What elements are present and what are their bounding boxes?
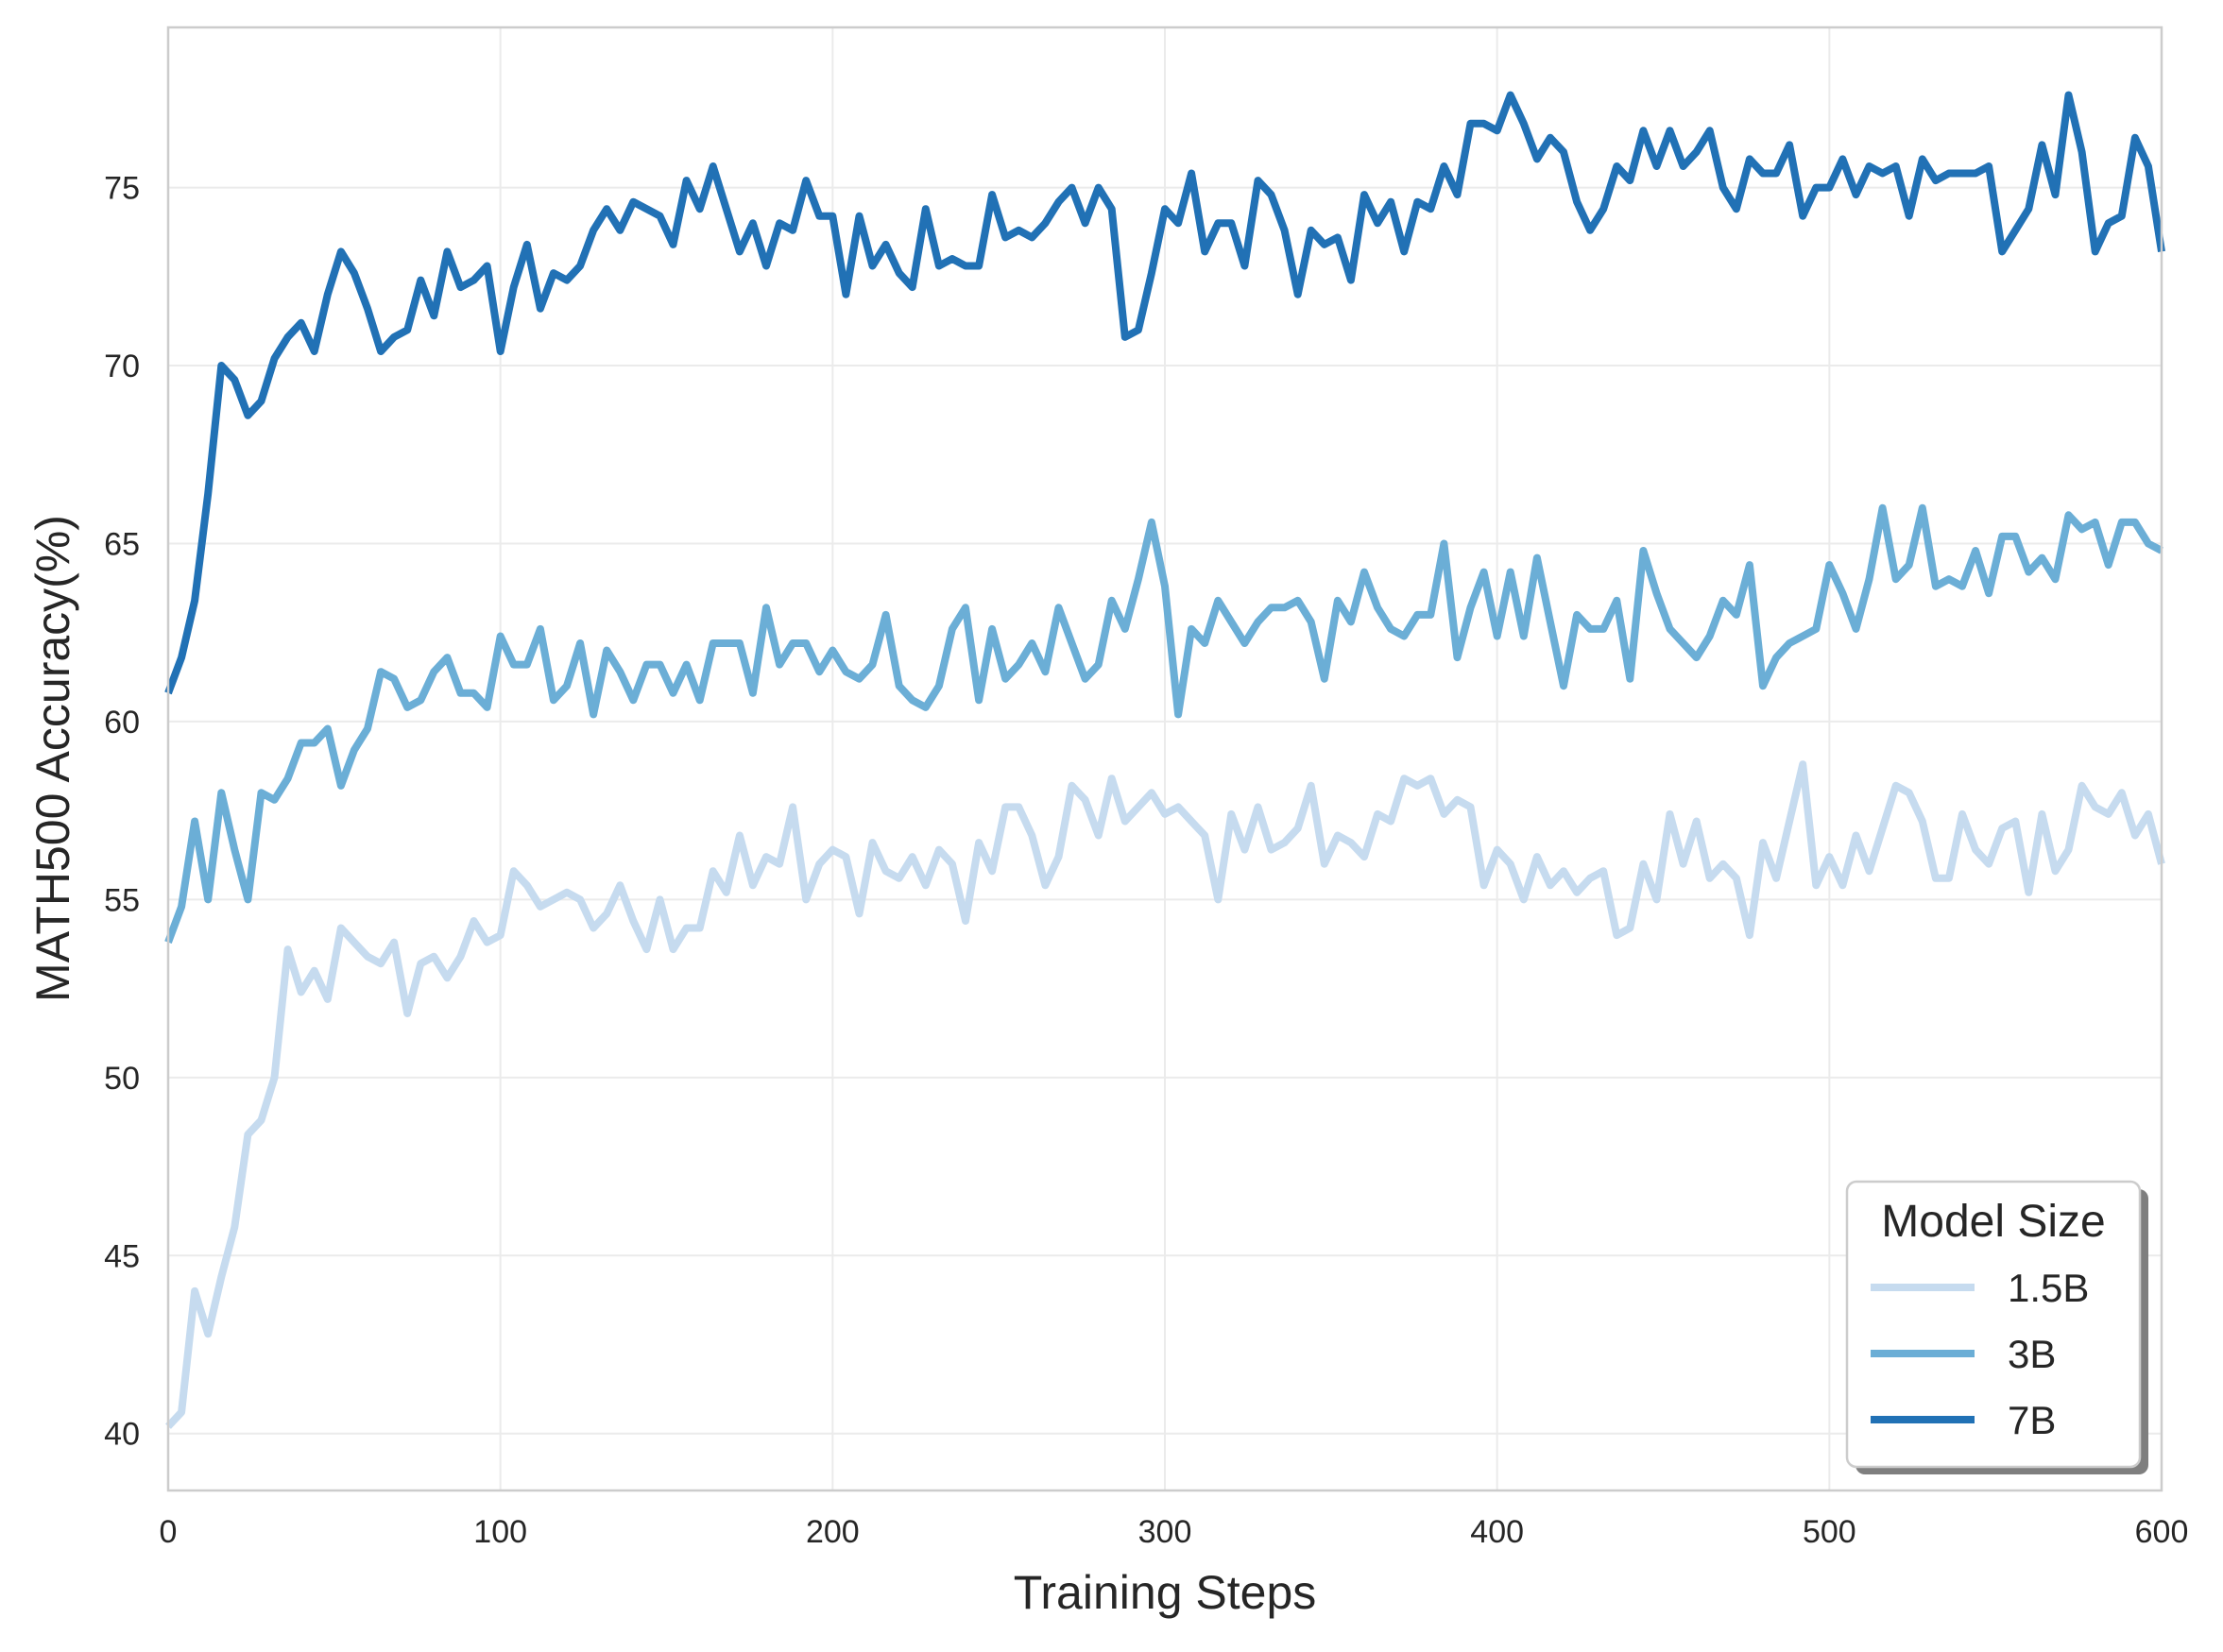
x-axis-label: Training Steps bbox=[1014, 1566, 1317, 1619]
series-lines bbox=[164, 91, 2165, 1429]
legend-box bbox=[1845, 1180, 2142, 1469]
x-tick-label: 500 bbox=[1803, 1514, 1856, 1550]
x-tick-label: 400 bbox=[1470, 1514, 1524, 1550]
series-line-1.5B bbox=[165, 760, 2165, 1429]
series-line-3B bbox=[164, 503, 2163, 945]
y-tick-label: 75 bbox=[104, 171, 140, 207]
legend-label: 1.5B bbox=[2008, 1266, 2089, 1310]
x-tick-label: 200 bbox=[806, 1514, 860, 1550]
legend-title: Model Size bbox=[1881, 1197, 2105, 1247]
x-tick-label: 300 bbox=[1138, 1514, 1192, 1550]
y-tick-label: 60 bbox=[104, 705, 140, 741]
grid-lines bbox=[167, 27, 2163, 1490]
legend-entries: 1.5B 3B 7B bbox=[1871, 1266, 2089, 1442]
series-line-7B bbox=[164, 91, 2165, 695]
y-tick-label: 50 bbox=[104, 1061, 140, 1097]
legend-label: 3B bbox=[2008, 1332, 2056, 1376]
x-axis-ticks: 0 100 200 300 400 500 600 bbox=[160, 1514, 2189, 1550]
x-tick-label: 600 bbox=[2135, 1514, 2189, 1550]
y-tick-label: 40 bbox=[104, 1417, 140, 1453]
legend: Model Size 1.5B 3B 7B bbox=[1845, 1180, 2148, 1474]
y-tick-label: 70 bbox=[104, 349, 140, 384]
x-tick-label: 0 bbox=[160, 1514, 178, 1550]
y-axis-ticks: 40 45 50 55 60 65 70 75 bbox=[104, 171, 140, 1453]
y-tick-label: 65 bbox=[104, 526, 140, 562]
x-tick-label: 100 bbox=[473, 1514, 527, 1550]
legend-label: 7B bbox=[2008, 1398, 2056, 1442]
y-tick-label: 45 bbox=[104, 1238, 140, 1274]
y-tick-label: 55 bbox=[104, 882, 140, 918]
plot-frame bbox=[166, 26, 2163, 1492]
y-axis-label: MATH500 Accuracy(%) bbox=[26, 515, 79, 1002]
